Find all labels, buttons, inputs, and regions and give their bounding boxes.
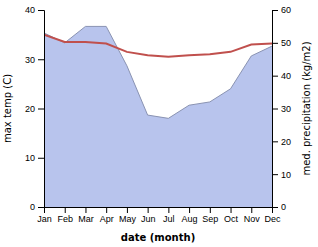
- tick-mark: [272, 174, 278, 175]
- chart: JanFebMarAprMayJunJulAugSepOctNovDec0102…: [0, 0, 318, 247]
- tick-mark: [65, 207, 66, 213]
- tick-label: Nov: [244, 214, 261, 224]
- tick: 20: [272, 137, 291, 147]
- plot: JanFebMarAprMayJunJulAugSepOctNovDec0102…: [25, 5, 291, 224]
- tick: Sep: [202, 207, 218, 224]
- tick-mark: [106, 207, 107, 213]
- tick: Jan: [37, 207, 52, 224]
- axis-line: [38, 11, 45, 208]
- tick-label: Aug: [182, 214, 198, 224]
- tick-label: Mar: [78, 214, 94, 224]
- tick: 20: [25, 104, 44, 114]
- tick-mark: [251, 207, 252, 213]
- tick-mark: [272, 141, 278, 142]
- tick: Feb: [57, 207, 73, 224]
- tick-label: May: [119, 214, 137, 224]
- tick-mark: [210, 207, 211, 213]
- tick-mark: [127, 207, 128, 213]
- tick-label: Dec: [264, 214, 281, 224]
- tick-label: Jul: [163, 214, 175, 224]
- tick-mark: [272, 10, 278, 11]
- axis-line: [45, 208, 273, 214]
- tick: Jun: [141, 207, 156, 224]
- tick-label: Feb: [57, 214, 73, 224]
- tick-mark: [85, 207, 86, 213]
- tick: May: [119, 207, 137, 224]
- tick-mark: [148, 207, 149, 213]
- tick: Nov: [244, 207, 261, 224]
- y-axis-title: max temp (C): [2, 74, 13, 143]
- tick: 50: [272, 38, 291, 48]
- tick-mark: [272, 76, 278, 77]
- tick: Aug: [182, 207, 198, 224]
- x-axis-title: date (month): [121, 232, 195, 243]
- tick: 60: [272, 5, 291, 15]
- area: [44, 26, 272, 207]
- y2-axis: 0 10 20 30 40 50 60: [272, 5, 291, 212]
- tick-mark: [231, 207, 232, 213]
- tick: Mar: [78, 207, 94, 224]
- tick: 30: [272, 104, 291, 114]
- x-axis: Jan Feb Mar Apr May Jun Jul Aug Sep Oct NovDec: [37, 207, 281, 224]
- tick: 40: [272, 71, 291, 81]
- tick-label: 10: [25, 153, 35, 163]
- tick-label: Sep: [202, 214, 218, 224]
- tick-label: 40: [25, 5, 35, 15]
- tick-label: 0: [30, 202, 35, 212]
- marks: [44, 26, 272, 207]
- tick-label: Jan: [37, 214, 52, 224]
- tick: 10: [25, 153, 44, 163]
- tick-label: Apr: [100, 214, 114, 224]
- tick-label: 30: [281, 104, 291, 114]
- tick-label: 50: [281, 38, 291, 48]
- tick: 30: [25, 55, 44, 65]
- tick-mark: [38, 158, 44, 159]
- tick: 40: [25, 5, 44, 15]
- axis-line: [273, 11, 279, 208]
- y2-axis-title: med. precipitation (kg/m2): [301, 41, 312, 175]
- tick-mark: [38, 207, 44, 208]
- tick-label: Oct: [224, 214, 239, 224]
- tick-label: 20: [281, 137, 291, 147]
- tick: Jul: [163, 207, 175, 224]
- tick-label: 30: [25, 55, 35, 65]
- tick: Dec: [264, 207, 281, 224]
- tick-label: 10: [281, 170, 291, 180]
- y-axis: 0 10 20 30 40: [25, 5, 45, 212]
- tick: 0: [30, 202, 44, 212]
- tick: Oct: [224, 207, 239, 224]
- tick-mark: [189, 207, 190, 213]
- tick-mark: [38, 109, 44, 110]
- tick: Apr: [100, 207, 114, 224]
- tick-mark: [38, 59, 44, 60]
- line: [44, 35, 272, 57]
- tick-label: 60: [281, 5, 291, 15]
- tick-label: Jun: [141, 214, 156, 224]
- tick-mark: [272, 207, 278, 208]
- tick-label: 20: [25, 104, 35, 114]
- tick: 10: [272, 170, 291, 180]
- tick-mark: [272, 109, 278, 110]
- tick-mark: [168, 207, 169, 213]
- tick-mark: [38, 10, 44, 11]
- area-edge: [44, 26, 272, 118]
- tick: 0: [272, 202, 286, 212]
- tick-mark: [272, 43, 278, 44]
- tick-label: 0: [281, 202, 286, 212]
- tick-label: 40: [281, 71, 291, 81]
